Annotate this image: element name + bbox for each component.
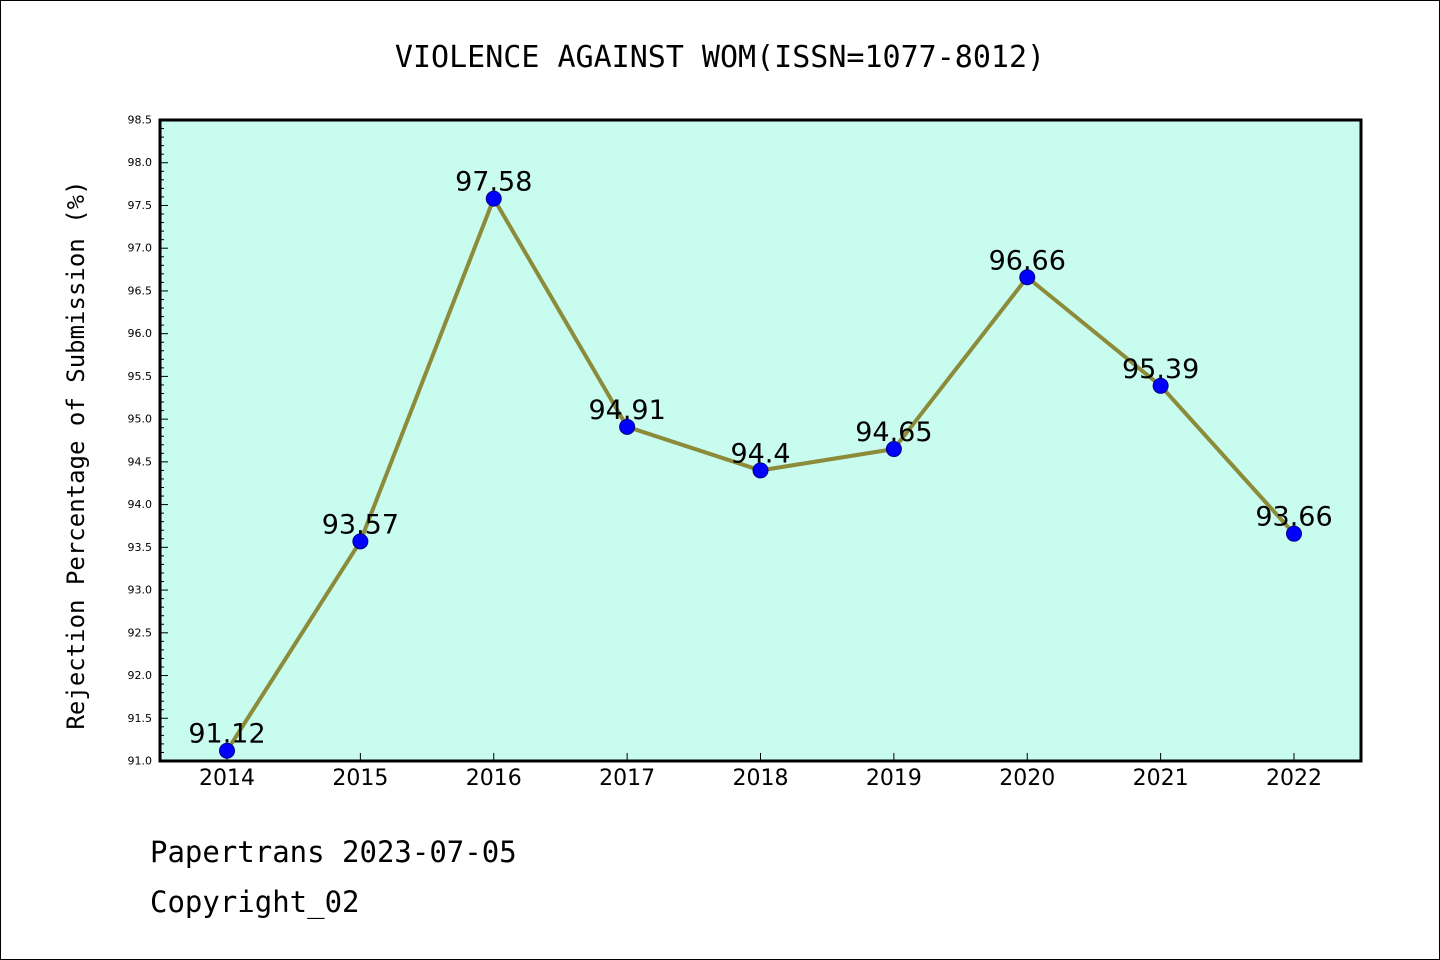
- data-label: 96.66: [989, 245, 1066, 276]
- y-tick-label: 97.5: [128, 199, 153, 212]
- data-label: 94.65: [855, 417, 932, 448]
- data-point-marker: [619, 418, 636, 435]
- y-tick-label: 95.5: [128, 370, 153, 383]
- data-point-marker: [1286, 525, 1302, 542]
- y-tick-label: 94.0: [128, 498, 153, 511]
- y-tick-label: 96.5: [128, 284, 153, 297]
- footer-date-text: Papertrans 2023-07-05: [150, 835, 517, 869]
- x-tick-label: 2015: [332, 766, 388, 791]
- data-point-marker: [352, 533, 369, 550]
- data-label: 94.91: [588, 395, 665, 426]
- y-tick-label: 93.5: [128, 541, 153, 554]
- chart-title: VIOLENCE AGAINST WOM(ISSN=1077-8012): [395, 40, 1045, 75]
- y-tick-label: 96.0: [128, 327, 153, 340]
- y-axis-label: Rejection Percentage of Submission (%): [62, 180, 90, 729]
- data-point-marker: [1019, 269, 1036, 286]
- data-label: 95.39: [1122, 354, 1199, 385]
- data-label: 91.12: [188, 719, 265, 750]
- footer-copyright-text: Copyright_02: [150, 885, 360, 919]
- data-label: 93.57: [322, 509, 399, 540]
- y-tick-label: 91.0: [128, 755, 153, 768]
- data-label-group: 91.12 93.57 97.58 94.91 94.4 94.65 96.66 95.39 9…: [188, 167, 1332, 750]
- y-tick-label: 94.5: [128, 455, 153, 468]
- y-tick-label: 95.0: [128, 413, 153, 426]
- x-axis-ticks: 2014 2015 2016 2017 2018 2019 2020 2021 2022: [199, 753, 1322, 791]
- data-label: 97.58: [455, 167, 532, 198]
- y-tick-label: 93.0: [128, 584, 153, 597]
- y-axis-ticks: 91.0 91.5 92.0 92.5 93.0 93.5 94.0 94.5 95.0 95.5…: [128, 114, 168, 768]
- y-tick-label: 92.5: [128, 626, 153, 639]
- x-tick-label: 2022: [1266, 766, 1322, 791]
- y-tick-label: 97.0: [128, 242, 153, 255]
- x-tick-label: 2017: [599, 766, 655, 791]
- data-point-marker: [752, 462, 769, 479]
- y-tick-label: 91.5: [128, 712, 153, 725]
- data-point-marker: [219, 742, 235, 759]
- x-tick-label: 2018: [733, 766, 789, 791]
- data-point-marker: [885, 441, 902, 458]
- x-tick-label: 2014: [199, 766, 255, 791]
- plot-area: [158, 118, 1363, 763]
- data-label: 94.4: [730, 438, 790, 469]
- data-point-marker: [485, 190, 502, 207]
- x-tick-label: 2016: [466, 766, 522, 791]
- x-tick-label: 2019: [866, 766, 922, 791]
- y-tick-label: 98.0: [128, 156, 153, 169]
- data-marker-group: [219, 190, 1302, 759]
- x-tick-label: 2020: [999, 766, 1055, 791]
- y-tick-label: 98.5: [128, 114, 153, 127]
- x-tick-label: 2021: [1133, 766, 1189, 791]
- data-point-marker: [1152, 377, 1169, 394]
- data-label: 93.66: [1255, 502, 1332, 533]
- y-tick-label: 92.0: [128, 669, 153, 682]
